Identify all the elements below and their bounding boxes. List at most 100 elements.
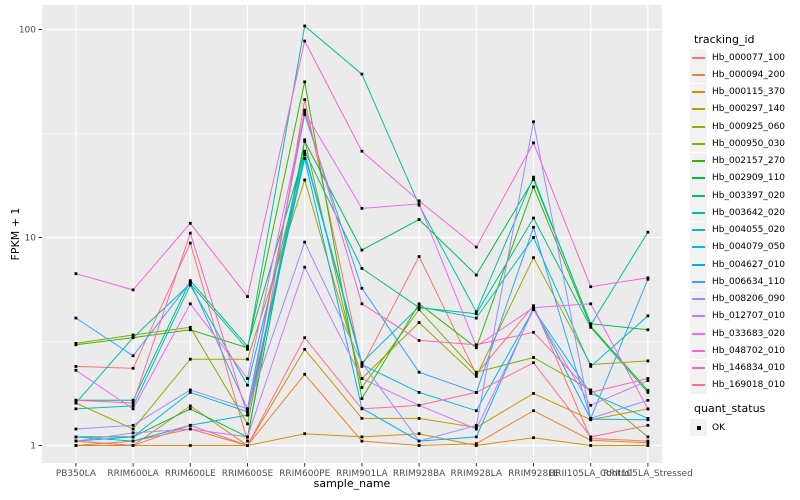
- data-point: [532, 409, 535, 413]
- legend-item: Hb_000925_060: [690, 118, 798, 136]
- series-color-line-icon: [692, 280, 705, 283]
- series-color-line-icon: [692, 298, 705, 301]
- data-point: [74, 398, 78, 402]
- legend-key-line-icon: [690, 49, 707, 67]
- x-tick-label: RRII105LA_Stressed: [603, 469, 693, 479]
- series-color-line-icon: [692, 125, 705, 128]
- data-point: [417, 321, 421, 324]
- data-point: [474, 343, 478, 347]
- data-point: [74, 341, 78, 345]
- data-point: [131, 435, 135, 439]
- data-point: [417, 202, 421, 206]
- data-point: [417, 199, 421, 203]
- legend-key-line-icon: [690, 256, 707, 274]
- data-point: [360, 365, 364, 368]
- data-point: [646, 328, 650, 332]
- legend-item: Hb_048702_010: [690, 342, 798, 360]
- legend-key-line-icon: [690, 66, 707, 84]
- data-point: [417, 432, 421, 436]
- data-point: [360, 386, 364, 389]
- data-point: [474, 273, 478, 277]
- data-point: [360, 435, 364, 439]
- data-point: [246, 377, 249, 380]
- legend-item-label: Hb_002909_110: [712, 173, 786, 184]
- data-point: [303, 139, 307, 143]
- data-point: [131, 444, 135, 447]
- data-point: [74, 316, 78, 320]
- data-point: [646, 391, 650, 394]
- data-point: [303, 113, 307, 116]
- data-point: [188, 427, 192, 431]
- data-point: [360, 72, 364, 76]
- legend-item: Hb_000950_030: [690, 135, 798, 153]
- data-point: [131, 336, 135, 340]
- data-point: [303, 265, 307, 269]
- y-tick-label: 100: [19, 26, 36, 36]
- series-color-line-icon: [692, 315, 705, 318]
- data-point: [646, 435, 650, 439]
- x-tick-label: RRII105LA_Control: [549, 469, 632, 479]
- data-point: [188, 302, 192, 306]
- data-point: [74, 439, 78, 443]
- data-point: [417, 339, 421, 342]
- series-color-line-icon: [692, 211, 705, 214]
- data-point: [474, 374, 478, 378]
- data-point: [360, 248, 364, 252]
- data-point: [417, 255, 421, 258]
- data-point: [417, 391, 421, 394]
- data-point: [646, 444, 650, 447]
- data-point: [589, 391, 593, 394]
- data-point: [188, 407, 192, 411]
- data-point: [532, 356, 535, 359]
- data-point: [360, 439, 364, 443]
- data-point: [188, 444, 192, 447]
- data-point: [589, 325, 593, 329]
- legend-item-label: Hb_006634_110: [712, 276, 786, 287]
- legend-item: Hb_002157_270: [690, 152, 798, 170]
- data-point: [74, 401, 78, 405]
- data-point: [646, 441, 650, 445]
- legend-item: Hb_000077_100: [690, 49, 798, 67]
- data-point: [303, 108, 307, 112]
- x-tick-label: RRIM600LE: [165, 469, 216, 479]
- data-point: [532, 256, 535, 260]
- data-point: [74, 343, 78, 347]
- data-point: [646, 398, 650, 402]
- data-point: [303, 149, 307, 153]
- legend-key-line-icon: [690, 83, 707, 101]
- data-point: [589, 285, 593, 289]
- legend-item: Hb_006634_110: [690, 273, 798, 291]
- plot-panel: [42, 5, 662, 463]
- data-point: [589, 435, 593, 439]
- data-point: [188, 283, 192, 287]
- legend-item: Hb_146834_010: [690, 359, 798, 377]
- data-point: [589, 365, 593, 368]
- data-point: [532, 185, 535, 189]
- series-color-line-icon: [692, 349, 705, 352]
- data-point: [246, 422, 249, 426]
- legend-key-line-icon: [690, 342, 707, 360]
- series-color-line-icon: [692, 332, 705, 335]
- legend-item: Hb_002909_110: [690, 169, 798, 187]
- data-point: [74, 427, 78, 431]
- data-point: [303, 240, 307, 244]
- data-point: [131, 404, 135, 408]
- data-point: [131, 431, 135, 435]
- legend-item-label: Hb_033683_020: [712, 328, 786, 339]
- legend-key-line-icon: [690, 359, 707, 377]
- data-point: [646, 389, 650, 392]
- legend-key-line-icon: [690, 169, 707, 187]
- data-point: [474, 427, 478, 431]
- data-point: [303, 39, 307, 43]
- data-point: [188, 391, 192, 394]
- legend-item-label: Hb_004079_050: [712, 242, 786, 253]
- data-point: [589, 363, 593, 366]
- data-point: [360, 361, 364, 365]
- data-point: [474, 372, 478, 376]
- data-point: [188, 357, 192, 361]
- series-color-line-icon: [692, 142, 705, 145]
- series-color-line-icon: [692, 246, 705, 249]
- data-point: [131, 407, 135, 411]
- data-point: [646, 377, 650, 380]
